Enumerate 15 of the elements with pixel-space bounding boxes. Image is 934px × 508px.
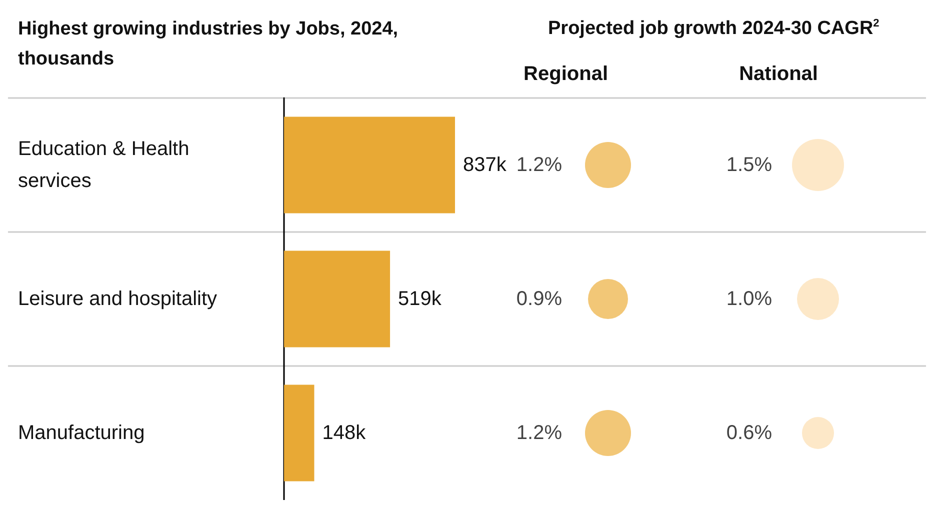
data-label: 519k bbox=[398, 288, 442, 310]
data-label: 0.9% bbox=[516, 288, 562, 310]
category-label: National bbox=[739, 63, 818, 85]
data-label: 0.6% bbox=[726, 422, 772, 444]
category-label: Regional bbox=[524, 63, 608, 85]
y-tick-label: Education & Health services bbox=[18, 138, 195, 192]
data-label: 837k bbox=[463, 154, 508, 176]
y-tick-label: Manufacturing bbox=[18, 422, 145, 444]
data-label: 1.5% bbox=[726, 154, 772, 176]
data-label: 148k bbox=[322, 422, 367, 444]
chart-title: Highest growing industries by Jobs, 2024, thousands bbox=[18, 18, 404, 70]
data-label: 1.0% bbox=[726, 288, 772, 310]
y-tick-label: Leisure and hospitality bbox=[18, 288, 218, 310]
data-label: 1.2% bbox=[516, 422, 562, 444]
data-label: 1.2% bbox=[516, 154, 562, 176]
